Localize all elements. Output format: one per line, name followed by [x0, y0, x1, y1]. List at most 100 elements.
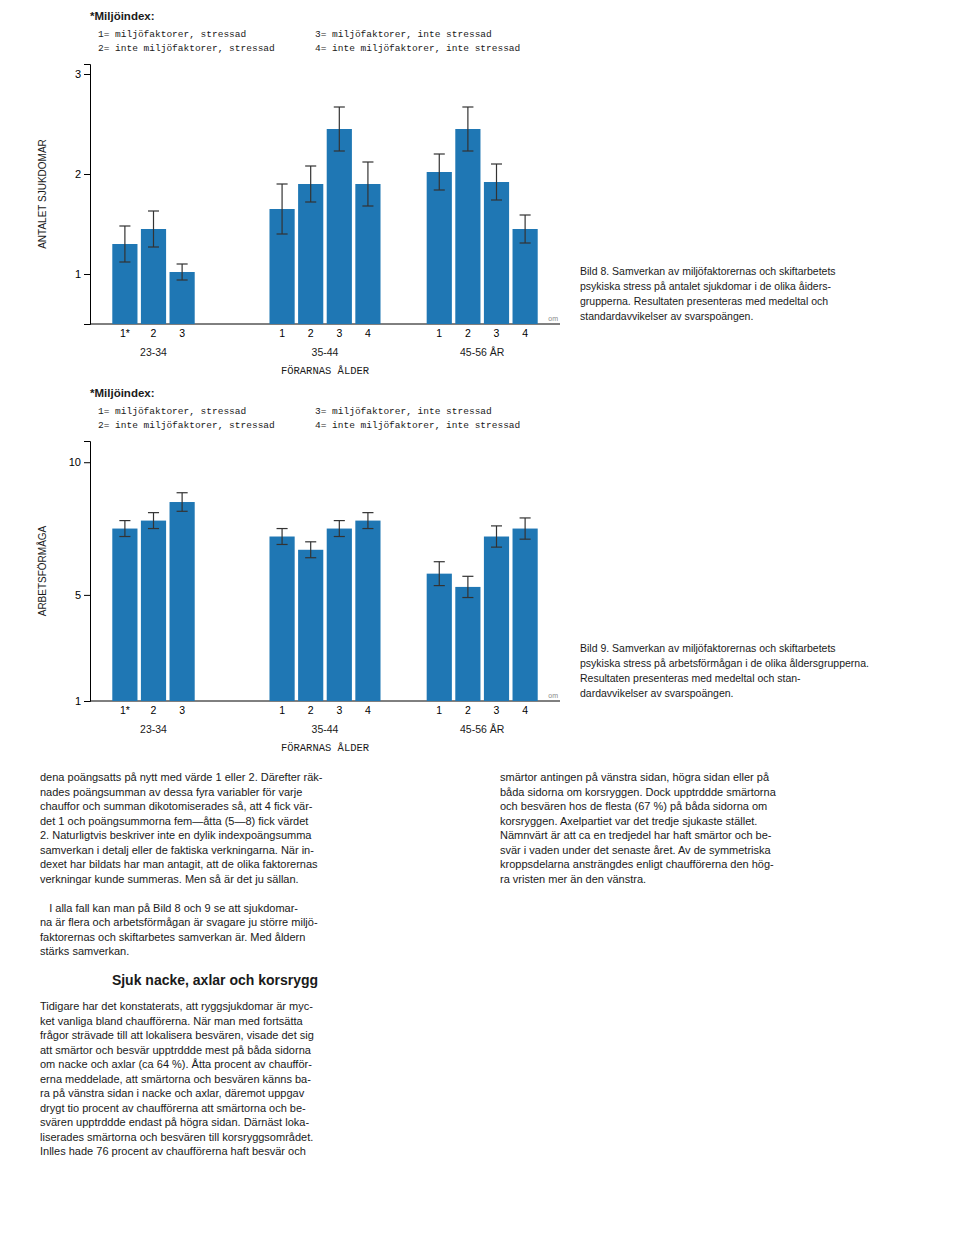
bar	[427, 172, 452, 324]
body-line: svär i vaden under det senaste året. Av …	[500, 844, 772, 856]
caption-line: psykiska stress på antalet sjukdomar i d…	[580, 280, 831, 292]
chart: *Miljöindex:1= miljöfaktorer, stressad2=…	[36, 387, 869, 754]
body-line: korsryggen. Axelpartiet var det tredje s…	[500, 815, 757, 827]
error-cap-top	[177, 492, 188, 493]
x-tick: 3	[494, 327, 500, 339]
error-cap-bottom	[277, 544, 288, 545]
body-line: liserades smärtorna och besvären till ko…	[40, 1131, 313, 1143]
group-label: 45-56 ÅR	[460, 723, 505, 735]
error-bar	[182, 493, 183, 512]
error-bar	[339, 107, 340, 151]
bar	[484, 182, 509, 324]
y-tick-line	[84, 595, 90, 596]
error-cap-bottom	[362, 205, 373, 206]
error-cap-top	[334, 106, 345, 107]
body-line: samverkan i detalj eller de faktiska ver…	[40, 844, 314, 856]
body-line: frågor strävade till att lokalisera besv…	[40, 1029, 314, 1041]
group-label: 23-34	[140, 723, 167, 735]
key-item: 2= inte miljöfaktorer, stressad	[98, 420, 275, 431]
error-cap-top	[148, 512, 159, 513]
annotation: om	[548, 692, 558, 699]
x-tick-label: 4	[522, 327, 528, 339]
x-tick-label: 3	[336, 327, 342, 339]
bar	[327, 529, 352, 701]
caption-line: Resultaten presenteras med medeltal och …	[580, 672, 801, 684]
x-axis-title: FÖRARNAS ÅLDER	[281, 742, 370, 754]
x-tick-label: 1	[436, 704, 442, 716]
x-tick-label: 3	[494, 704, 500, 716]
error-cap-bottom	[462, 597, 473, 598]
x-tick: 4	[522, 327, 528, 339]
x-tick-label: 4	[365, 327, 371, 339]
error-cap-bottom	[119, 261, 130, 262]
error-bar	[339, 521, 340, 537]
error-cap-top	[520, 214, 531, 215]
key-item: 4= inte miljöfaktorer, inte stressad	[315, 420, 520, 431]
body-line: det 1 och poängsummorna fem—åtta (5—8) f…	[40, 815, 308, 827]
x-axis-title: FÖRARNAS ÅLDER	[281, 365, 370, 377]
y-axis-line	[84, 442, 91, 702]
bar	[298, 550, 323, 701]
body-line: smärtor antingen på vänstra sidan, högra…	[500, 771, 770, 783]
group-label: 35-44	[312, 723, 339, 735]
caption-line: Bild 9. Samverkan av miljöfaktorernas oc…	[580, 642, 836, 654]
error-bar	[525, 215, 526, 243]
bar	[513, 229, 538, 324]
key-title: *Miljöindex:	[90, 387, 155, 399]
y-tick-label: 5	[75, 589, 81, 601]
x-tick: 1	[436, 704, 442, 716]
error-cap-bottom	[491, 547, 502, 548]
x-axis: 1234	[436, 327, 528, 339]
error-bar	[281, 529, 282, 545]
x-tick: 4	[522, 704, 528, 716]
error-bar	[153, 513, 154, 529]
error-cap-top	[119, 520, 130, 521]
key-item: 1= miljöfaktorer, stressad	[98, 29, 246, 40]
body-text: smärtor antingen på vänstra sidan, högra…	[500, 771, 777, 885]
x-axis: 1 2 3 4	[436, 704, 528, 716]
key-item: 2= inte miljöfaktorer, stressad	[98, 43, 275, 54]
chart: *Miljöindex:1= miljöfaktorer, stressad2=…	[37, 10, 836, 377]
body-line: 2. Naturligtvis beskriver inte en dylik …	[40, 829, 312, 841]
caption-line: Bild 8. Samverkan av miljöfaktorernas oc…	[580, 265, 836, 277]
body-line: nades poängsumman av dessa fyra variable…	[40, 786, 302, 798]
x-tick-label: 3	[336, 704, 342, 716]
x-tick: 2	[308, 704, 314, 716]
key-item: 3= miljöfaktorer, inte stressad	[315, 406, 492, 417]
y-axis-line	[84, 65, 91, 325]
page-svg: *Miljöindex: 1= miljöfaktorer, stressad 2=…	[0, 0, 960, 1242]
y-tick-label: 1	[75, 268, 81, 280]
bar	[112, 529, 137, 701]
section-heading: Sjuk nacke, axlar och korsrygg	[112, 972, 318, 988]
error-bar	[153, 211, 154, 247]
bar	[141, 521, 166, 701]
x-tick: 1*	[120, 327, 130, 339]
error-bar	[439, 154, 440, 190]
body-line: na är flera och arbetsförmågan är svagar…	[40, 916, 318, 928]
error-cap-top	[148, 210, 159, 211]
error-bar	[367, 513, 368, 529]
y-axis-title: ARBETSFÖRMÅGA	[36, 525, 48, 616]
bar	[269, 537, 294, 701]
error-cap-top	[277, 183, 288, 184]
bar	[455, 587, 480, 701]
y-tick: 1	[75, 268, 90, 280]
x-tick: 2	[465, 704, 471, 716]
error-bar	[310, 542, 311, 558]
y-tick-label: 2	[75, 168, 81, 180]
error-cap-bottom	[491, 199, 502, 200]
caption-line: standardavvikelser av svarspoängen.	[580, 310, 753, 322]
caption: Bild 9. Samverkan av miljöfaktorernas oc…	[580, 642, 869, 699]
bar	[298, 184, 323, 324]
error-cap-bottom	[434, 189, 445, 190]
error-cap-bottom	[148, 246, 159, 247]
body-line: stärks samverkan.	[40, 945, 129, 957]
error-cap-bottom	[462, 150, 473, 151]
error-cap-bottom	[520, 539, 531, 540]
x-tick-label: 2	[308, 327, 314, 339]
x-tick: 1	[279, 704, 285, 716]
error-bar	[124, 521, 125, 537]
error-cap-bottom	[177, 279, 188, 280]
x-tick: 2	[465, 327, 471, 339]
bar	[427, 574, 452, 701]
